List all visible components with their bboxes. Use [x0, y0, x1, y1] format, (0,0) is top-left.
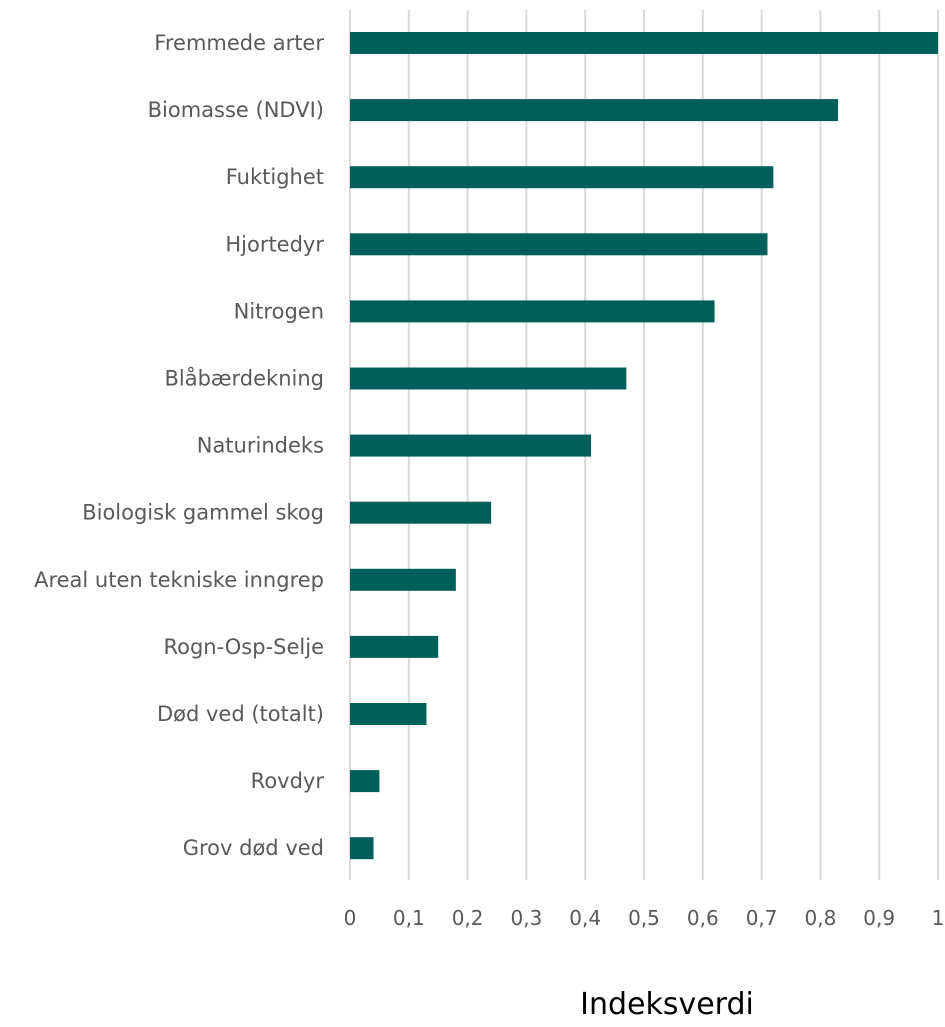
category-label: Areal uten tekniske inngrep	[34, 568, 324, 592]
x-tick-label: 0,2	[452, 906, 484, 930]
category-label: Rogn-Osp-Selje	[163, 635, 324, 659]
bar	[350, 770, 380, 793]
bar	[350, 99, 839, 122]
category-label: Død ved (totalt)	[157, 702, 324, 726]
category-label: Fuktighet	[226, 165, 324, 189]
bar	[350, 32, 938, 54]
category-label: Rovdyr	[251, 769, 325, 793]
x-axis-title: Indeksverdi	[580, 987, 754, 1022]
x-tick-label: 0,3	[510, 906, 542, 930]
bar	[350, 166, 774, 189]
bar	[350, 434, 592, 457]
bar	[350, 300, 715, 323]
x-tick-label: 0,1	[393, 906, 425, 930]
bar	[350, 568, 456, 591]
bar	[350, 635, 439, 658]
category-label: Fremmede arter	[154, 31, 324, 55]
bar	[350, 233, 768, 256]
category-labels: Fremmede arter Biomasse (NDVI) Fuktighet Hj…	[34, 31, 324, 860]
category-label: Biologisk gammel skog	[82, 501, 324, 525]
category-label: Grov død ved	[183, 836, 324, 860]
x-tick-label: 0,8	[804, 906, 836, 930]
x-tick-labels: 0 0,1 0,2 0,3 0,4 0,5 0,6 0,7 0,8 0,9 1	[344, 906, 945, 930]
category-label: Nitrogen	[234, 299, 324, 323]
x-tick-label: 0,9	[863, 906, 895, 930]
category-label: Hjortedyr	[225, 232, 324, 256]
category-label: Naturindeks	[197, 434, 324, 458]
bar	[350, 837, 374, 860]
bar	[350, 501, 492, 524]
x-tick-label: 0,6	[687, 906, 719, 930]
x-tick-label: 1	[932, 906, 945, 930]
x-tick-label: 0	[344, 906, 357, 930]
x-tick-label: 0,5	[628, 906, 660, 930]
bars	[350, 32, 938, 860]
x-tick-label: 0,7	[746, 906, 778, 930]
category-label: Blåbærdekning	[164, 366, 324, 391]
bar	[350, 367, 627, 390]
bar	[350, 703, 427, 725]
category-label: Biomasse (NDVI)	[148, 98, 324, 122]
x-tick-label: 0,4	[569, 906, 601, 930]
